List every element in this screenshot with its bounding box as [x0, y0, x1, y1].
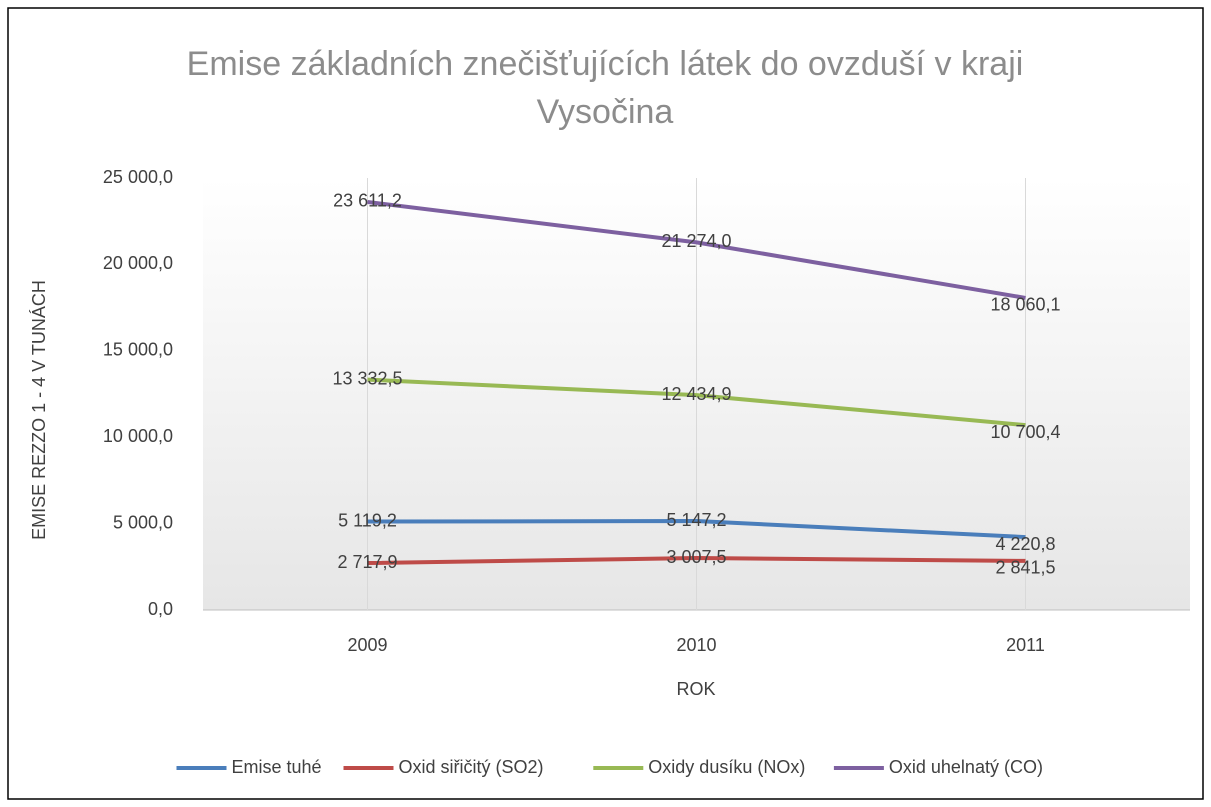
- x-tick-label: 2011: [1006, 635, 1045, 655]
- data-label: 5 119,2: [338, 510, 397, 530]
- data-label: 12 434,9: [661, 384, 731, 404]
- y-tick-label: 10 000,0: [103, 426, 173, 446]
- y-axis-label: EMISE REZZO 1 - 4 V TUNÁCH: [29, 280, 49, 540]
- data-label: 4 220,8: [995, 534, 1055, 554]
- chart-title: Emise základních znečišťujících látek do…: [186, 45, 1024, 131]
- legend-label: Oxid uhelnatý (CO): [889, 757, 1043, 777]
- data-label: 13 332,5: [332, 368, 402, 388]
- series-line: [367, 377, 1026, 428]
- data-label: 2 717,9: [337, 552, 397, 572]
- data-label: 23 611,2: [333, 191, 402, 211]
- data-label: 10 700,4: [990, 422, 1060, 442]
- legend-label: Oxid siřičitý (SO2): [399, 757, 544, 777]
- data-label: 3 007,5: [666, 547, 726, 567]
- data-label: 2 841,5: [995, 558, 1055, 578]
- y-tick-label: 25 000,0: [103, 167, 173, 187]
- y-tick-label: 5 000,0: [113, 512, 173, 532]
- x-axis-label: ROK: [676, 679, 715, 699]
- series-line: [367, 200, 1026, 300]
- data-label: 5 147,2: [666, 510, 726, 530]
- x-tick-label: 2010: [676, 635, 716, 655]
- y-tick-label: 20 000,0: [103, 253, 173, 273]
- legend-label: Oxidy dusíku (NOx): [648, 757, 805, 777]
- data-label: 18 060,1: [990, 295, 1060, 315]
- series-line: [367, 556, 1026, 566]
- data-label: 21 274,0: [661, 231, 731, 251]
- legend-label: Emise tuhé: [232, 757, 322, 777]
- x-tick-label: 2009: [347, 635, 387, 655]
- y-tick-label: 0,0: [148, 599, 173, 619]
- series-line: [367, 519, 1026, 540]
- y-tick-label: 15 000,0: [103, 340, 173, 360]
